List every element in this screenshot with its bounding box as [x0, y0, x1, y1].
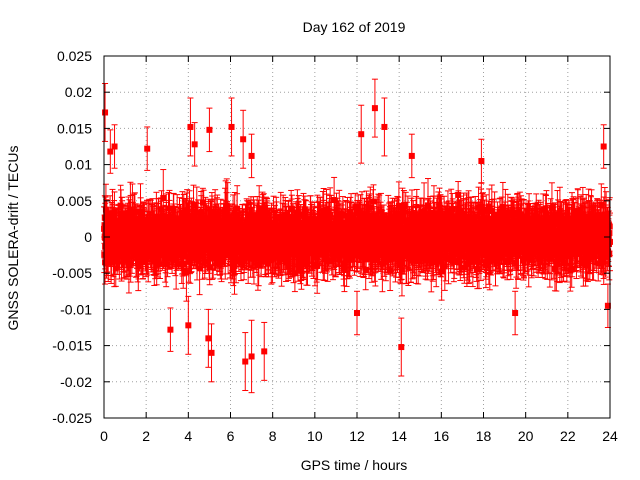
- point-marker: [140, 254, 147, 261]
- point-marker: [166, 205, 173, 212]
- point-marker: [133, 222, 140, 229]
- point-marker: [160, 195, 167, 202]
- point-marker: [115, 217, 122, 224]
- point-marker: [135, 258, 142, 265]
- point-marker: [131, 208, 138, 215]
- point-marker: [134, 217, 141, 224]
- data-points: [101, 78, 613, 394]
- point-marker: [170, 217, 177, 224]
- point-marker: [137, 213, 144, 220]
- point-marker: [103, 210, 110, 217]
- chart-title: Day 162 of 2019: [303, 19, 406, 35]
